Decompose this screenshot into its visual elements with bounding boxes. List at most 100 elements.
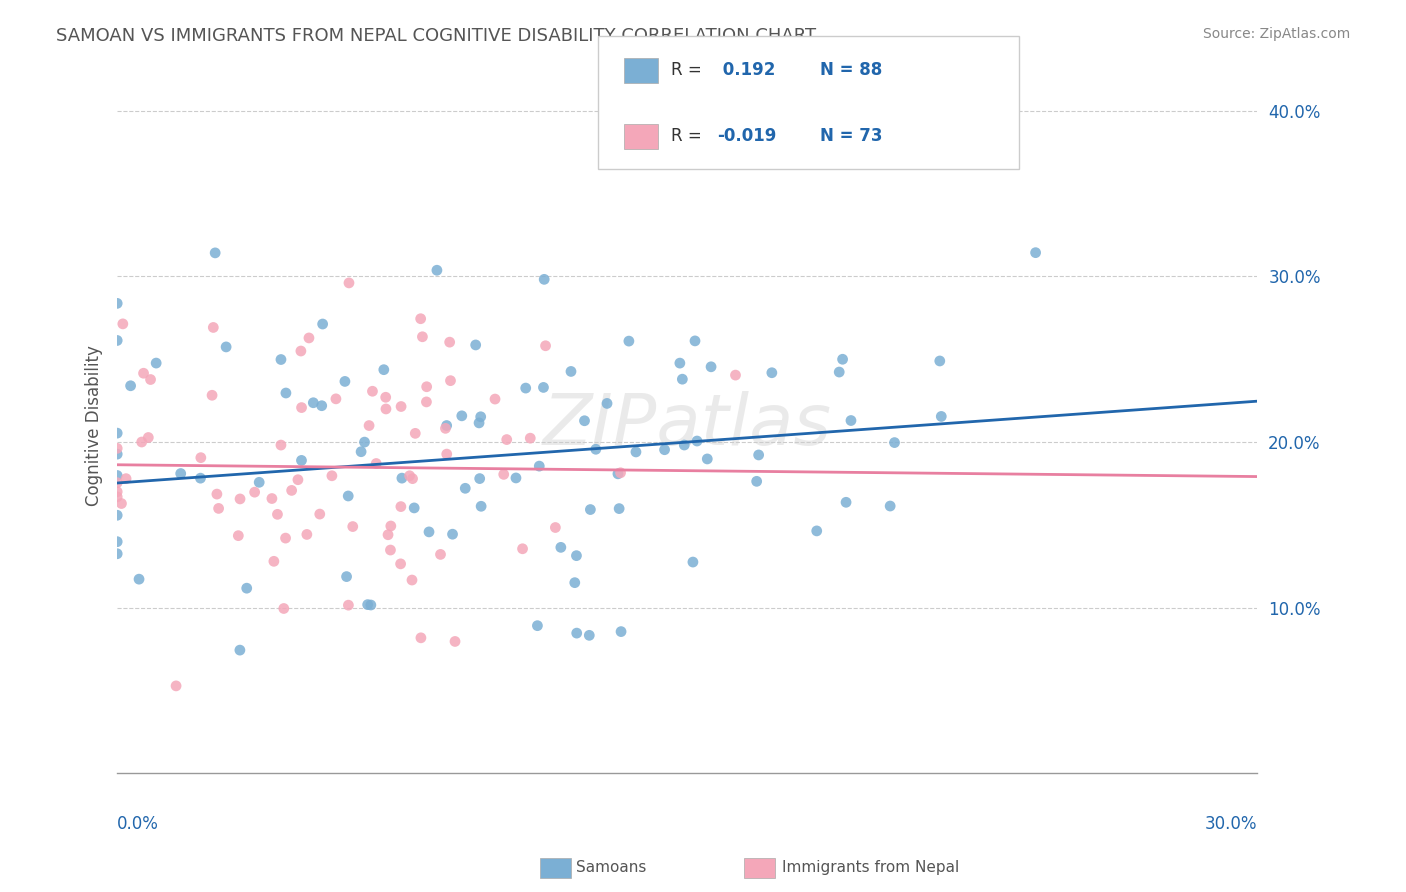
Point	[105, 508, 128, 523]
Point	[669, 356, 692, 370]
Point	[450, 409, 472, 423]
Point	[207, 501, 229, 516]
Point	[686, 434, 709, 448]
Point	[464, 338, 486, 352]
Point	[682, 555, 704, 569]
Point	[247, 475, 270, 490]
Point	[470, 409, 492, 424]
Point	[596, 396, 619, 410]
Point	[105, 447, 128, 461]
Point	[229, 491, 252, 506]
Point	[409, 311, 432, 326]
Point	[139, 372, 162, 386]
Point	[228, 529, 250, 543]
Point	[335, 569, 357, 583]
Point	[436, 418, 458, 433]
Point	[105, 484, 128, 499]
Point	[243, 485, 266, 500]
Point	[831, 352, 853, 367]
Point	[389, 557, 412, 571]
Point	[748, 448, 770, 462]
Text: N = 73: N = 73	[820, 128, 882, 145]
Point	[374, 390, 396, 404]
Point	[550, 541, 572, 555]
Point	[132, 366, 155, 380]
Point	[115, 472, 138, 486]
Point	[439, 374, 461, 388]
Point	[415, 395, 437, 409]
Point	[492, 467, 515, 482]
Point	[190, 450, 212, 465]
Point	[533, 380, 555, 394]
Text: N = 88: N = 88	[820, 62, 882, 79]
Point	[426, 263, 449, 277]
Point	[280, 483, 302, 498]
Text: R =: R =	[671, 62, 707, 79]
Point	[131, 435, 153, 450]
Point	[839, 413, 862, 427]
Point	[229, 643, 252, 657]
Point	[505, 471, 527, 485]
Point	[360, 598, 382, 612]
Point	[311, 399, 333, 413]
Point	[484, 392, 506, 406]
Point	[565, 626, 588, 640]
Point	[105, 490, 128, 504]
Point	[380, 519, 402, 533]
Point	[215, 340, 238, 354]
Point	[512, 541, 534, 556]
Point	[337, 489, 360, 503]
Point	[700, 359, 723, 374]
Point	[333, 375, 356, 389]
Point	[929, 409, 952, 424]
Point	[260, 491, 283, 506]
Point	[401, 472, 423, 486]
Point	[274, 531, 297, 545]
Text: -0.019: -0.019	[717, 128, 776, 145]
Point	[295, 527, 318, 541]
Text: Immigrants from Nepal: Immigrants from Nepal	[782, 861, 959, 875]
Point	[204, 246, 226, 260]
Point	[411, 330, 433, 344]
Point	[321, 468, 343, 483]
Point	[270, 352, 292, 367]
Point	[337, 276, 360, 290]
Point	[205, 487, 228, 501]
Point	[578, 628, 600, 642]
Point	[190, 471, 212, 485]
Point	[375, 401, 398, 416]
Point	[434, 421, 457, 435]
Point	[377, 527, 399, 541]
Point	[350, 444, 373, 458]
Point	[311, 317, 333, 331]
Point	[624, 445, 647, 459]
Point	[617, 334, 640, 348]
Point	[724, 368, 747, 383]
Point	[165, 679, 187, 693]
Point	[409, 631, 432, 645]
Point	[1025, 245, 1047, 260]
Text: 30.0%: 30.0%	[1205, 815, 1257, 833]
Point	[136, 430, 159, 444]
Text: Source: ZipAtlas.com: Source: ZipAtlas.com	[1202, 27, 1350, 41]
Point	[761, 366, 783, 380]
Point	[544, 520, 567, 534]
Point	[105, 468, 128, 483]
Point	[325, 392, 347, 406]
Text: R =: R =	[671, 128, 707, 145]
Point	[398, 468, 420, 483]
Point	[298, 331, 321, 345]
Point	[120, 378, 142, 392]
Point	[366, 457, 388, 471]
Point	[683, 334, 706, 348]
Text: 0.0%: 0.0%	[117, 815, 159, 833]
Text: SAMOAN VS IMMIGRANTS FROM NEPAL COGNITIVE DISABILITY CORRELATION CHART: SAMOAN VS IMMIGRANTS FROM NEPAL COGNITIV…	[56, 27, 817, 45]
Point	[391, 471, 413, 485]
Point	[673, 438, 696, 452]
Point	[415, 380, 437, 394]
Point	[404, 426, 426, 441]
Point	[170, 467, 193, 481]
Point	[337, 598, 360, 612]
Point	[696, 452, 718, 467]
Point	[609, 466, 631, 480]
